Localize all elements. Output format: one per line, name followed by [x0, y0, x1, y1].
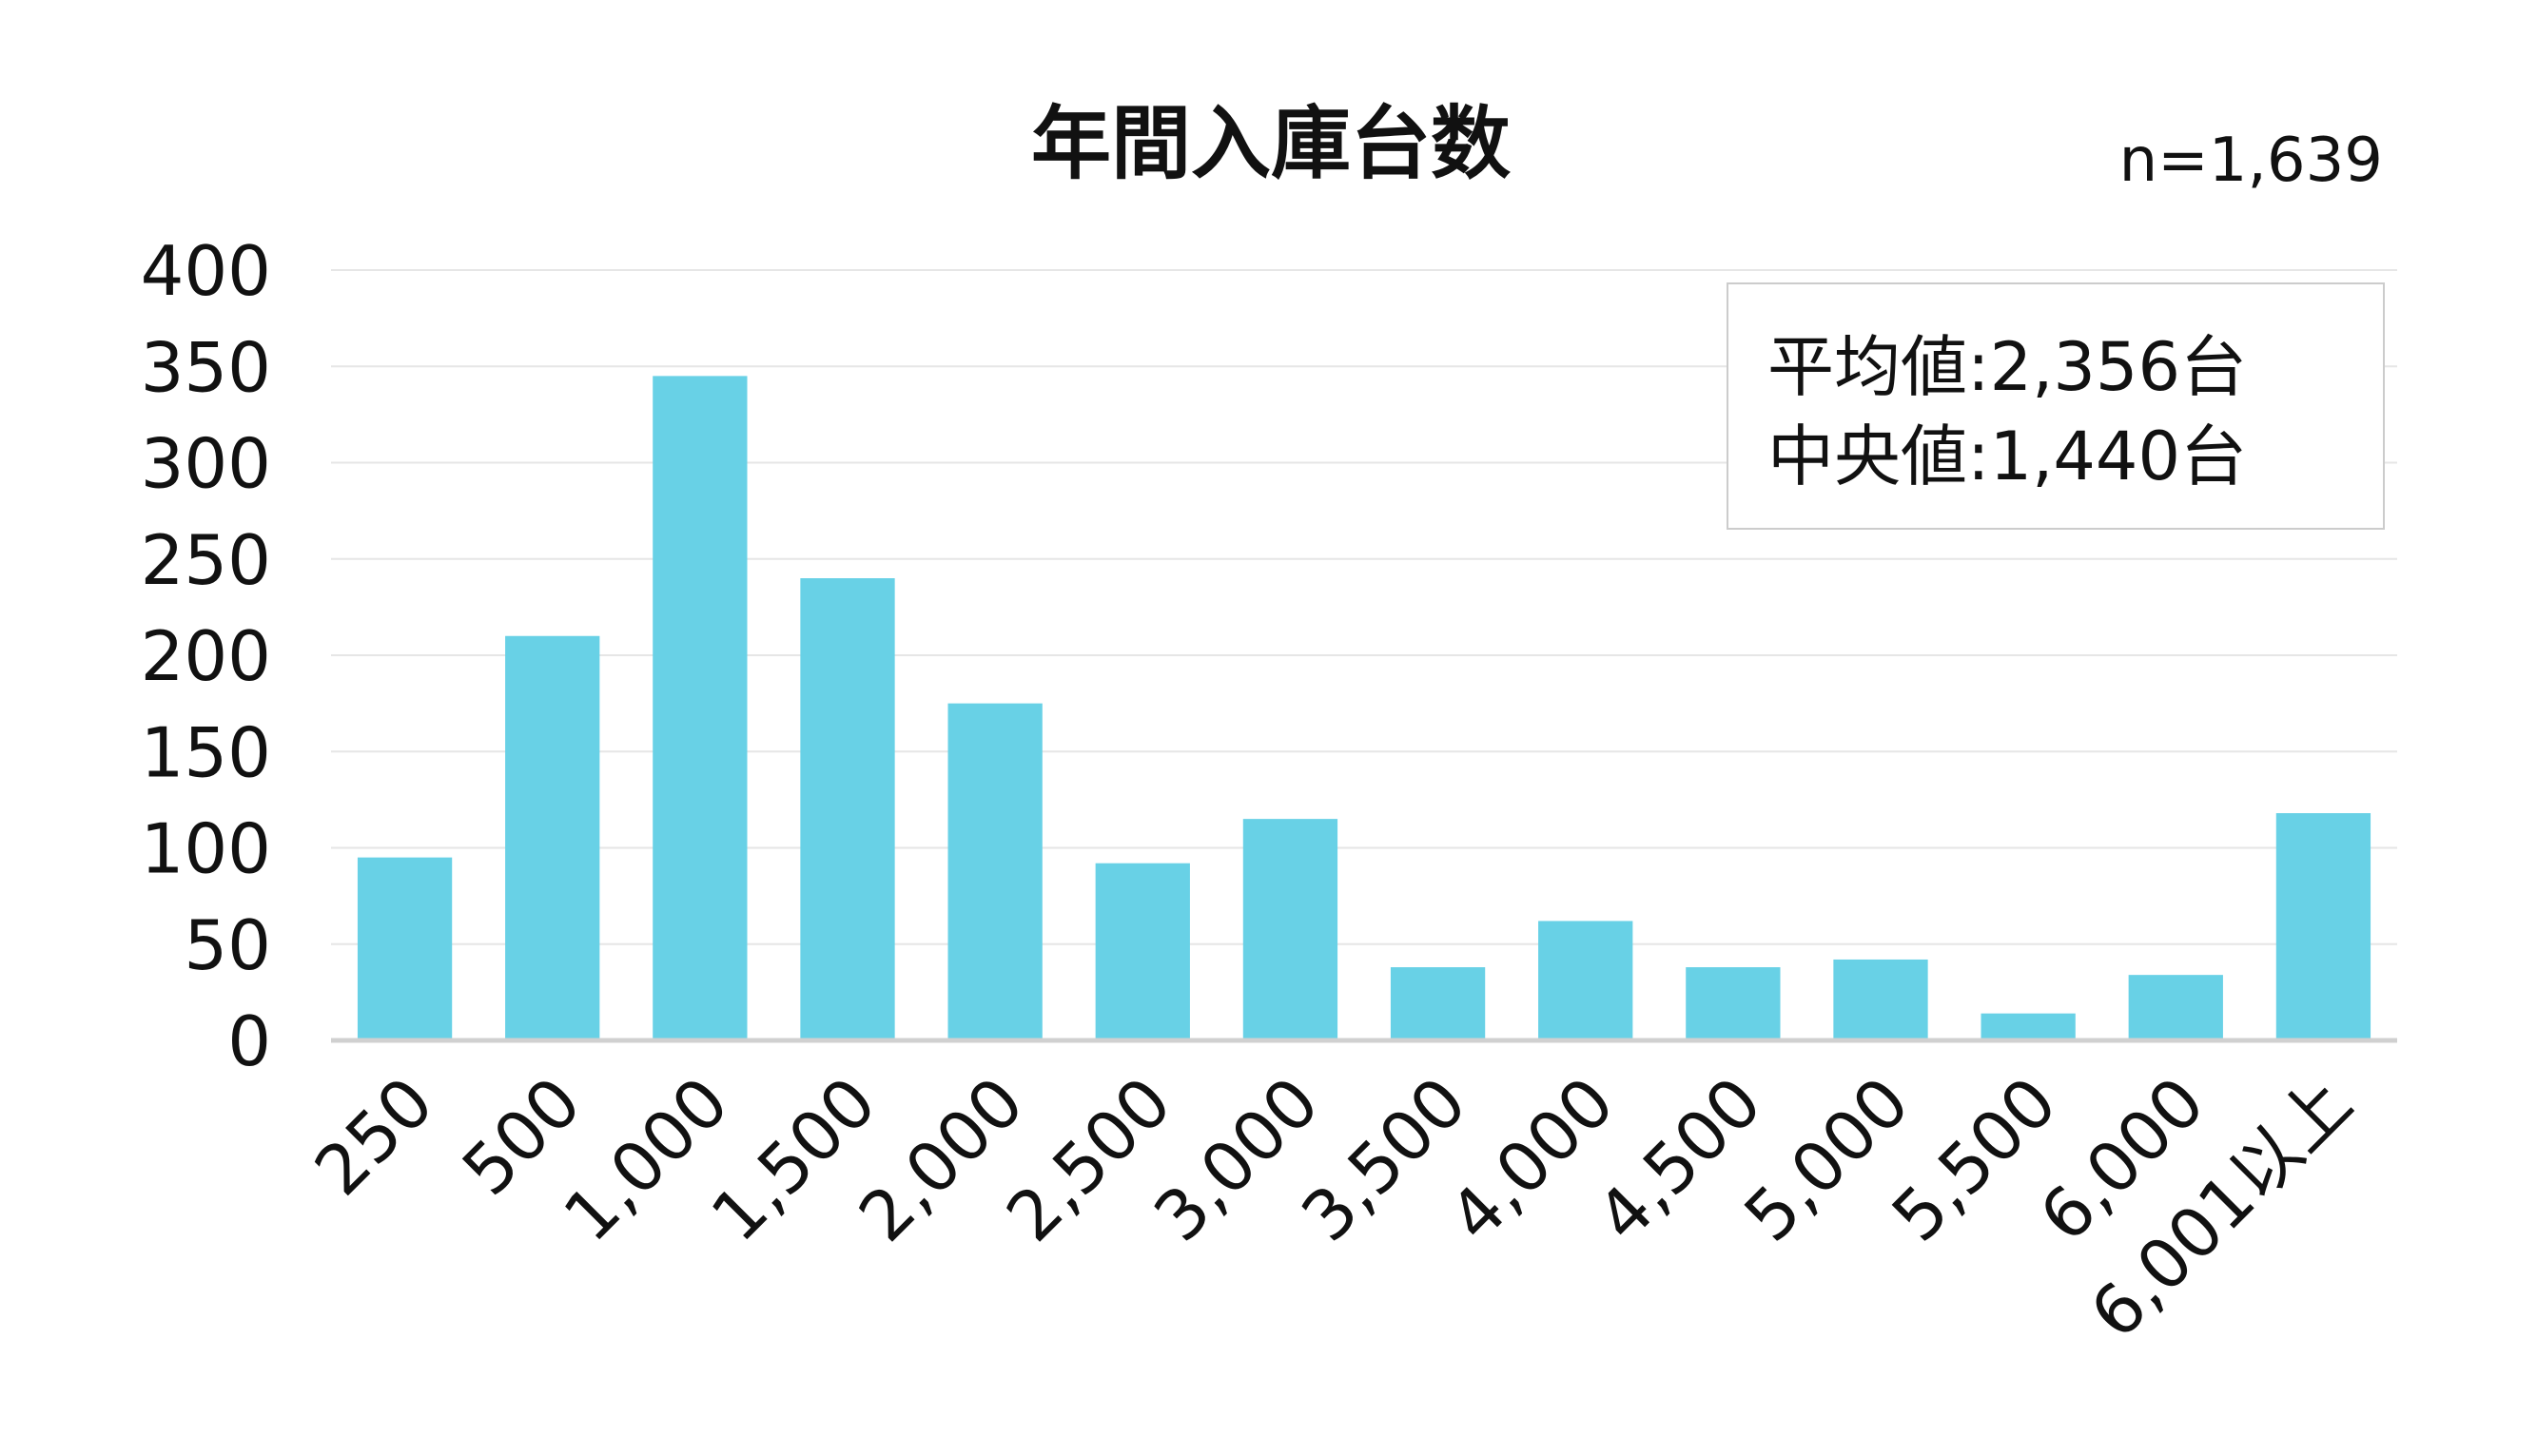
y-tick-label: 50: [184, 905, 271, 985]
x-tick-label: 4,500: [1582, 1061, 1777, 1256]
x-tick-label: 2,000: [844, 1061, 1039, 1256]
x-tick-label: 1,500: [696, 1061, 891, 1256]
bar: [1686, 967, 1781, 1040]
x-tick-label: 2,500: [991, 1061, 1186, 1256]
y-tick-label: 400: [141, 231, 271, 311]
mean-label: 平均値:2,356台: [1767, 328, 2247, 406]
bar: [1390, 967, 1486, 1040]
x-axis-ticks: 2505001,0001,5002,0002,5003,0003,5004,00…: [300, 1061, 2367, 1353]
chart-title: 年間入庫台数: [1031, 97, 1511, 190]
x-tick-label: 5,000: [1729, 1061, 1924, 1256]
y-tick-label: 350: [141, 327, 271, 407]
bar: [1242, 819, 1338, 1040]
sample-size-label: n=1,639: [2119, 126, 2383, 196]
bar: [1981, 1013, 2076, 1040]
bar: [2128, 975, 2223, 1040]
x-tick-label: 1,000: [549, 1061, 744, 1256]
bar: [1538, 921, 1633, 1040]
bar: [357, 857, 453, 1040]
bar: [800, 578, 895, 1040]
stats-legend: 平均値:2,356台 中央値:1,440台: [1727, 282, 2385, 530]
bars: [357, 376, 2371, 1040]
x-tick-label: 250: [300, 1061, 449, 1211]
median-label: 中央値:1,440台: [1767, 417, 2247, 495]
bar: [1095, 863, 1190, 1040]
bar: [2275, 813, 2371, 1040]
y-tick-label: 250: [141, 520, 271, 600]
bar: [947, 703, 1043, 1040]
y-axis-ticks: 0 50 100 150 200 250 300 350 400: [141, 231, 271, 1081]
y-tick-label: 100: [141, 809, 271, 889]
stats-box: [1727, 282, 2385, 530]
x-tick-label: 4,000: [1434, 1061, 1629, 1256]
x-tick-label: 3,500: [1286, 1061, 1481, 1256]
y-tick-label: 0: [227, 1001, 271, 1081]
y-tick-label: 150: [141, 712, 271, 792]
y-tick-label: 300: [141, 424, 271, 504]
bar: [1833, 959, 1928, 1040]
bar: [653, 376, 748, 1040]
x-tick-label: 5,500: [1877, 1061, 2072, 1256]
x-tick-label: 3,000: [1139, 1061, 1334, 1256]
y-tick-label: 200: [141, 616, 271, 696]
bar: [505, 635, 600, 1040]
